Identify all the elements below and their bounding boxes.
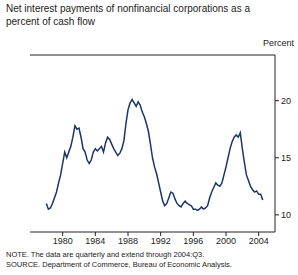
svg-text:20: 20 xyxy=(281,96,290,106)
svg-text:1984: 1984 xyxy=(85,236,105,246)
html-text:SOURCE. Department of Commerce: SOURCE. Department of Commerce, Bureau o… xyxy=(6,260,232,269)
html-text:NOTE. The data are quarterly a: NOTE. The data are quarterly and extend … xyxy=(6,250,205,259)
svg-text:2004: 2004 xyxy=(249,236,269,246)
svg-text:1992: 1992 xyxy=(151,236,171,246)
svg-text:15: 15 xyxy=(281,153,290,163)
svg-text:1980: 1980 xyxy=(53,236,73,246)
svg-text:1996: 1996 xyxy=(183,236,203,246)
html-text:Net interest payments of nonfi: Net interest payments of nonfinancial co… xyxy=(6,3,250,27)
svg-text:1988: 1988 xyxy=(118,236,138,246)
svg-text:10: 10 xyxy=(281,210,290,220)
svg-text:2000: 2000 xyxy=(216,236,236,246)
html-text:Percent: Percent xyxy=(263,38,294,48)
